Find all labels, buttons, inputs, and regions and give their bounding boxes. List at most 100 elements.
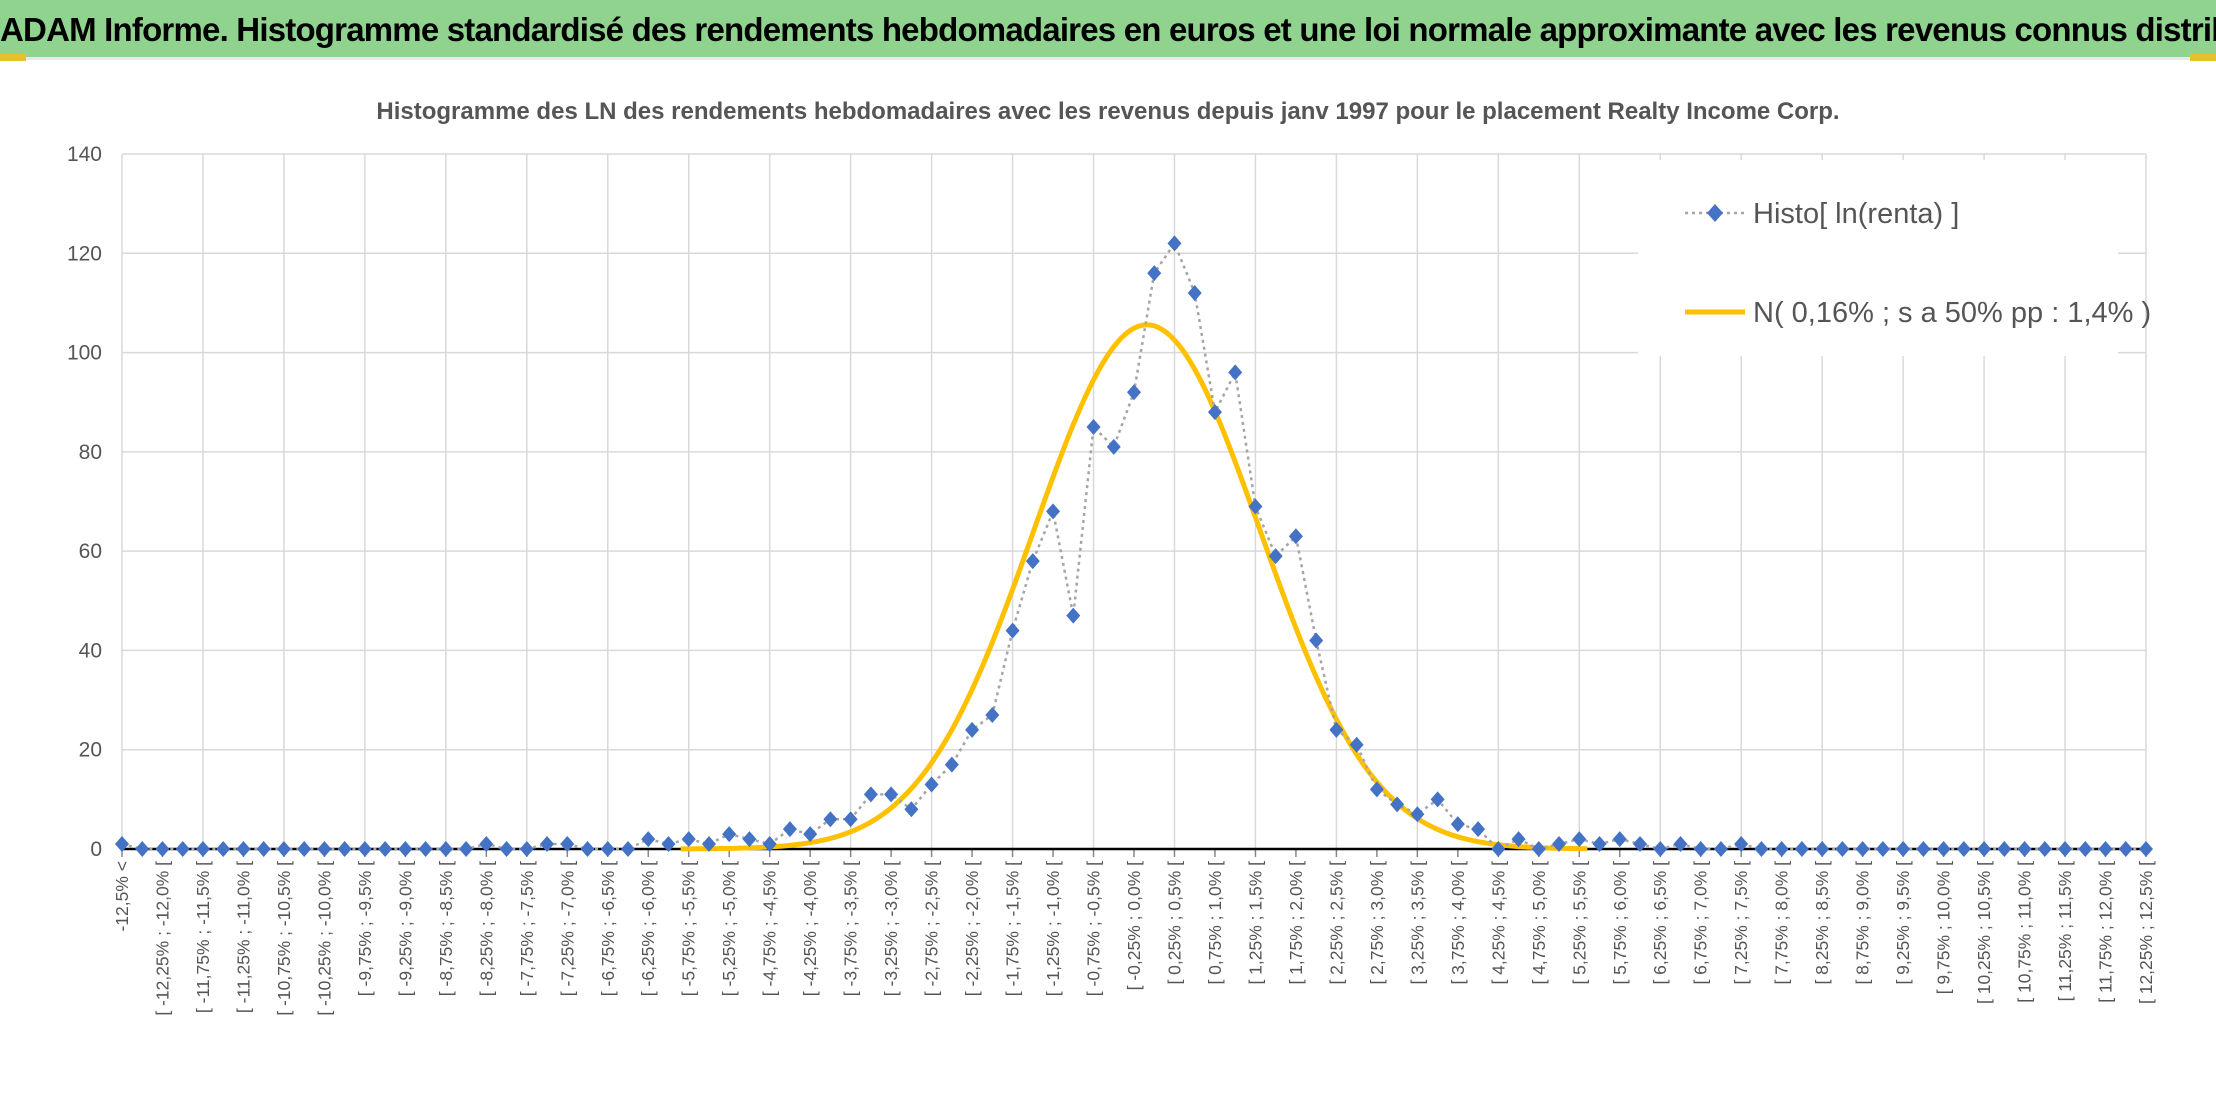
histogram-data-point — [782, 821, 797, 838]
histogram-data-point — [762, 836, 777, 853]
histogram-data-point — [701, 836, 716, 853]
x-tick-label: [ -11,75% ; -11,5% [ — [193, 861, 213, 1013]
x-tick-label: [ -10,25% ; -10,0% [ — [314, 861, 334, 1016]
histogram-data-point — [2058, 841, 2073, 857]
x-tick-label: -12,5% < — [112, 861, 132, 932]
histogram-data-point — [1450, 816, 1465, 833]
x-tick-label: [ -8,75% ; -8,5% [ — [436, 861, 456, 996]
x-tick-label: [ -3,75% ; -3,5% [ — [841, 861, 861, 996]
histogram-data-point — [1491, 841, 1506, 857]
histogram-markers — [115, 235, 2153, 857]
x-tick-label: [ -7,75% ; -7,5% [ — [517, 861, 537, 996]
histogram-data-point — [924, 776, 939, 793]
histogram-data-point — [1633, 836, 1647, 853]
histogram-data-point — [621, 841, 635, 857]
x-tick-label: [ 4,75% ; 5,0% [ — [1529, 861, 1549, 985]
histogram-data-point — [641, 831, 656, 848]
histogram-data-point — [1531, 841, 1546, 857]
histogram-data-point — [1815, 841, 1830, 857]
histogram-data-point — [1977, 841, 1992, 857]
grid-lines — [121, 153, 2147, 849]
histogram-data-point — [216, 841, 231, 857]
histogram-data-point — [681, 831, 696, 848]
y-tick-label: 20 — [79, 739, 102, 762]
x-tick-label: [ 0,25% ; 0,5% [ — [1164, 861, 1184, 985]
x-tick-label: [ -8,25% ; -8,0% [ — [476, 861, 496, 996]
histogram-data-point — [479, 836, 494, 853]
histogram-data-point — [2078, 841, 2093, 857]
histogram-data-point — [1309, 632, 1324, 649]
x-tick-label: [ 7,75% ; 8,0% [ — [1772, 861, 1792, 985]
y-tick-label: 120 — [67, 242, 102, 265]
histogram-data-point — [317, 841, 332, 857]
x-tick-label: [ 5,75% ; 6,0% [ — [1610, 861, 1630, 985]
x-tick-label: [ 7,25% ; 7,5% [ — [1731, 861, 1751, 985]
x-tick-label: [ -2,25% ; -2,0% [ — [962, 861, 982, 996]
x-tick-label: [ 4,25% ; 4,5% [ — [1488, 861, 1508, 985]
histogram-data-point — [195, 841, 210, 857]
histogram-data-point — [175, 841, 190, 857]
histogram-data-point — [580, 841, 595, 857]
histogram-data-point — [823, 811, 838, 828]
histogram-data-point — [1187, 285, 1202, 301]
x-tick-label: [ 11,75% ; 12,0% [ — [2096, 861, 2116, 1003]
histogram-data-point — [843, 811, 858, 828]
x-tick-label: [ 3,25% ; 3,5% [ — [1407, 861, 1427, 985]
chart-legend: Histo[ ln(renta) ] N( 0,16% ; s a 50% pp… — [1638, 160, 2151, 356]
histogram-data-point — [297, 841, 312, 857]
histogram-data-point — [1653, 841, 1668, 857]
x-tick-label: [ 9,25% ; 9,5% [ — [1893, 861, 1913, 985]
histogram-data-point — [398, 841, 413, 857]
histogram-data-point — [276, 841, 291, 857]
histogram-data-point — [1713, 841, 1728, 857]
x-tick-label: [ -12,25% ; -12,0% [ — [152, 861, 172, 1016]
header-banner — [0, 0, 2216, 60]
histogram-chart: 0 20 40 60 80 100 120 140 -12,5% < [ -12,25% ; -… — [67, 98, 2156, 1016]
page-title: ADAM Informe. Histogramme standardisé de… — [0, 11, 2216, 48]
x-tick-label: [ 1,25% ; 1,5% [ — [1245, 861, 1265, 985]
histogram-data-point — [1511, 831, 1526, 848]
histogram-data-point — [1106, 438, 1121, 455]
x-tick-label: [ 6,75% ; 7,0% [ — [1691, 861, 1711, 985]
histogram-data-point — [1875, 841, 1890, 857]
histogram-data-point — [1207, 404, 1222, 421]
x-tick-label: [ -7,25% ; -7,0% [ — [557, 861, 577, 996]
histogram-data-point — [135, 841, 150, 857]
x-tick-label: [ 2,25% ; 2,5% [ — [1326, 861, 1346, 985]
x-tick-label: [ -9,25% ; -9,0% [ — [395, 861, 415, 996]
histogram-data-point — [1754, 841, 1769, 857]
histogram-data-point — [722, 826, 737, 843]
histogram-data-point — [884, 786, 899, 803]
y-tick-label: 40 — [79, 639, 102, 662]
histogram-data-point — [1349, 736, 1364, 753]
x-tick-label: [ 6,25% ; 6,5% [ — [1650, 861, 1670, 985]
histogram-data-point — [803, 826, 818, 843]
x-tick-label: [ -6,75% ; -6,5% [ — [598, 861, 618, 996]
corner-accent-right — [2190, 54, 2216, 61]
chart-title: Histogramme des LN des rendements hebdom… — [376, 98, 1839, 125]
histogram-data-point — [1390, 796, 1405, 813]
histogram-data-point — [1288, 528, 1303, 545]
histogram-data-point — [1025, 553, 1040, 570]
histogram-data-point — [1369, 781, 1384, 798]
histogram-data-point — [1956, 841, 1971, 857]
histogram-data-point — [1774, 841, 1789, 857]
histogram-data-point — [499, 841, 514, 857]
histogram-data-point — [155, 841, 170, 857]
x-tick-label: [ -1,75% ; -1,5% [ — [1003, 861, 1023, 996]
histogram-data-point — [236, 841, 251, 857]
legend-label-normal-curve: N( 0,16% ; s a 50% pp : 1,4% ) — [1753, 297, 2151, 329]
histogram-data-point — [438, 841, 453, 857]
legend-background — [1638, 160, 2118, 356]
x-axis-ticks: -12,5% < [ -12,25% ; -12,0% [ [ -11,75% ; … — [112, 849, 2156, 1016]
histogram-data-point — [1268, 548, 1283, 565]
histogram-data-point — [1147, 265, 1162, 282]
histogram-data-point — [1046, 503, 1061, 520]
histogram-data-point — [519, 841, 534, 857]
y-tick-label: 100 — [67, 342, 102, 365]
histogram-data-point — [1127, 384, 1141, 401]
x-tick-label: [ -0,75% ; -0,5% [ — [1084, 861, 1104, 996]
histogram-data-point — [1997, 841, 2012, 857]
x-tick-label: [ 8,75% ; 9,0% [ — [1853, 861, 1873, 985]
histogram-data-point — [418, 841, 433, 857]
